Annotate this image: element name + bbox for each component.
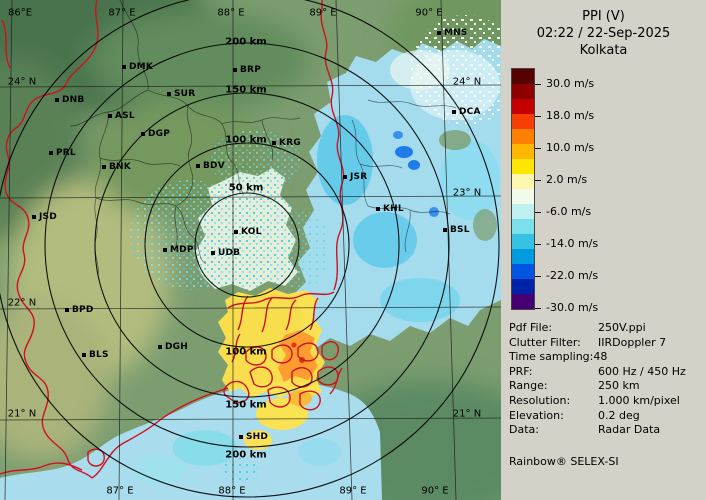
info-row: Time sampling:48 bbox=[509, 350, 702, 365]
info-value: 600 Hz / 450 Hz bbox=[598, 364, 686, 378]
legend-panel: PPI (V) 02:22 / 22-Sep-2025 Kolkata 30.0… bbox=[501, 0, 706, 500]
scale-color-swatch bbox=[512, 279, 534, 294]
scale-color-swatch bbox=[512, 174, 534, 189]
district-boundaries bbox=[69, 0, 457, 277]
scale-tick-label: 2.0 m/s bbox=[546, 173, 588, 186]
graticule bbox=[0, 0, 501, 500]
info-label: Resolution: bbox=[509, 393, 571, 407]
scale-color-swatch bbox=[512, 294, 534, 309]
scale-color-swatch bbox=[512, 159, 534, 174]
scale-color-swatch bbox=[512, 234, 534, 249]
scale-color-swatch bbox=[512, 264, 534, 279]
scale-color-swatch bbox=[512, 129, 534, 144]
scale-color-swatch bbox=[512, 84, 534, 99]
info-label: PRF: bbox=[509, 364, 533, 378]
scan-datetime: 02:22 / 22-Sep-2025 bbox=[536, 26, 671, 41]
echo-yellow-region bbox=[134, 288, 342, 484]
scale-tick-label: 30.0 m/s bbox=[546, 77, 595, 90]
info-value: 0.2 deg bbox=[598, 408, 640, 422]
info-label: Range: bbox=[509, 379, 548, 393]
scale-tick-icon bbox=[535, 276, 541, 277]
info-value: Radar Data bbox=[598, 423, 661, 437]
scale-tick-label: 10.0 m/s bbox=[546, 141, 595, 154]
product-info-table: Pdf File: 250V.ppi Clutter Filter: IIRDoppl… bbox=[509, 321, 702, 438]
scale-color-swatch bbox=[512, 114, 534, 129]
product-title: PPI (V) bbox=[582, 9, 625, 24]
info-value: IIRDoppler 7 bbox=[598, 335, 667, 349]
info-label: Clutter Filter: bbox=[509, 335, 581, 349]
state-boundaries bbox=[0, 0, 345, 479]
info-value: 250V.ppi bbox=[598, 321, 646, 334]
info-row: PRF: 600 Hz / 450 Hz bbox=[509, 365, 702, 380]
panel-header: PPI (V) 02:22 / 22-Sep-2025 Kolkata bbox=[501, 0, 706, 59]
software-brand: Rainbow® SELEX-SI bbox=[509, 455, 619, 468]
radar-map: MNS DMK BRP SUR DNB ASL DCA DGP KRG PRL BNK BDV JSR K… bbox=[0, 0, 501, 500]
info-label: Elevation: bbox=[509, 408, 564, 422]
scale-color-swatch bbox=[512, 99, 534, 114]
scale-tick-icon bbox=[535, 84, 541, 85]
scale-tick-icon bbox=[535, 180, 541, 181]
scale-color-swatch bbox=[512, 189, 534, 204]
info-row: Clutter Filter: IIRDoppler 7 bbox=[509, 336, 702, 351]
echo-center-region bbox=[130, 130, 330, 291]
velocity-color-scale bbox=[511, 68, 535, 310]
info-row: Resolution: 1.000 km/pixel bbox=[509, 394, 702, 409]
scale-color-swatch bbox=[512, 204, 534, 219]
scale-color-swatch bbox=[512, 69, 534, 84]
scale-color-swatch bbox=[512, 249, 534, 264]
scale-tick-icon bbox=[535, 212, 541, 213]
info-row: Range: 250 km bbox=[509, 379, 702, 394]
scale-tick-label: -30.0 m/s bbox=[546, 301, 599, 314]
scale-tick-label: -22.0 m/s bbox=[546, 269, 599, 282]
scale-tick-icon bbox=[535, 244, 541, 245]
scale-tick-label: -6.0 m/s bbox=[546, 205, 592, 218]
scale-tick-icon bbox=[535, 308, 541, 309]
radar-map-canvas bbox=[0, 0, 501, 500]
info-label: Time sampling:48 bbox=[509, 350, 608, 364]
info-row: Data: Radar Data bbox=[509, 423, 702, 438]
scale-color-swatch bbox=[512, 144, 534, 159]
info-value: 250 km bbox=[598, 379, 640, 393]
echo-blue-region bbox=[292, 15, 501, 349]
scale-color-swatch bbox=[512, 219, 534, 234]
info-label: Pdf File: bbox=[509, 321, 553, 334]
scale-tick-label: -14.0 m/s bbox=[546, 237, 599, 250]
info-value bbox=[598, 350, 702, 365]
range-rings bbox=[0, 0, 500, 498]
info-row: Elevation: 0.2 deg bbox=[509, 409, 702, 424]
scale-tick-label: 18.0 m/s bbox=[546, 109, 595, 122]
radar-station-name: Kolkata bbox=[579, 43, 628, 58]
info-label: Data: bbox=[509, 423, 539, 437]
scale-tick-icon bbox=[535, 116, 541, 117]
info-value: 1.000 km/pixel bbox=[598, 393, 680, 407]
info-row: Pdf File: 250V.ppi bbox=[509, 321, 702, 336]
scale-tick-icon bbox=[535, 148, 541, 149]
